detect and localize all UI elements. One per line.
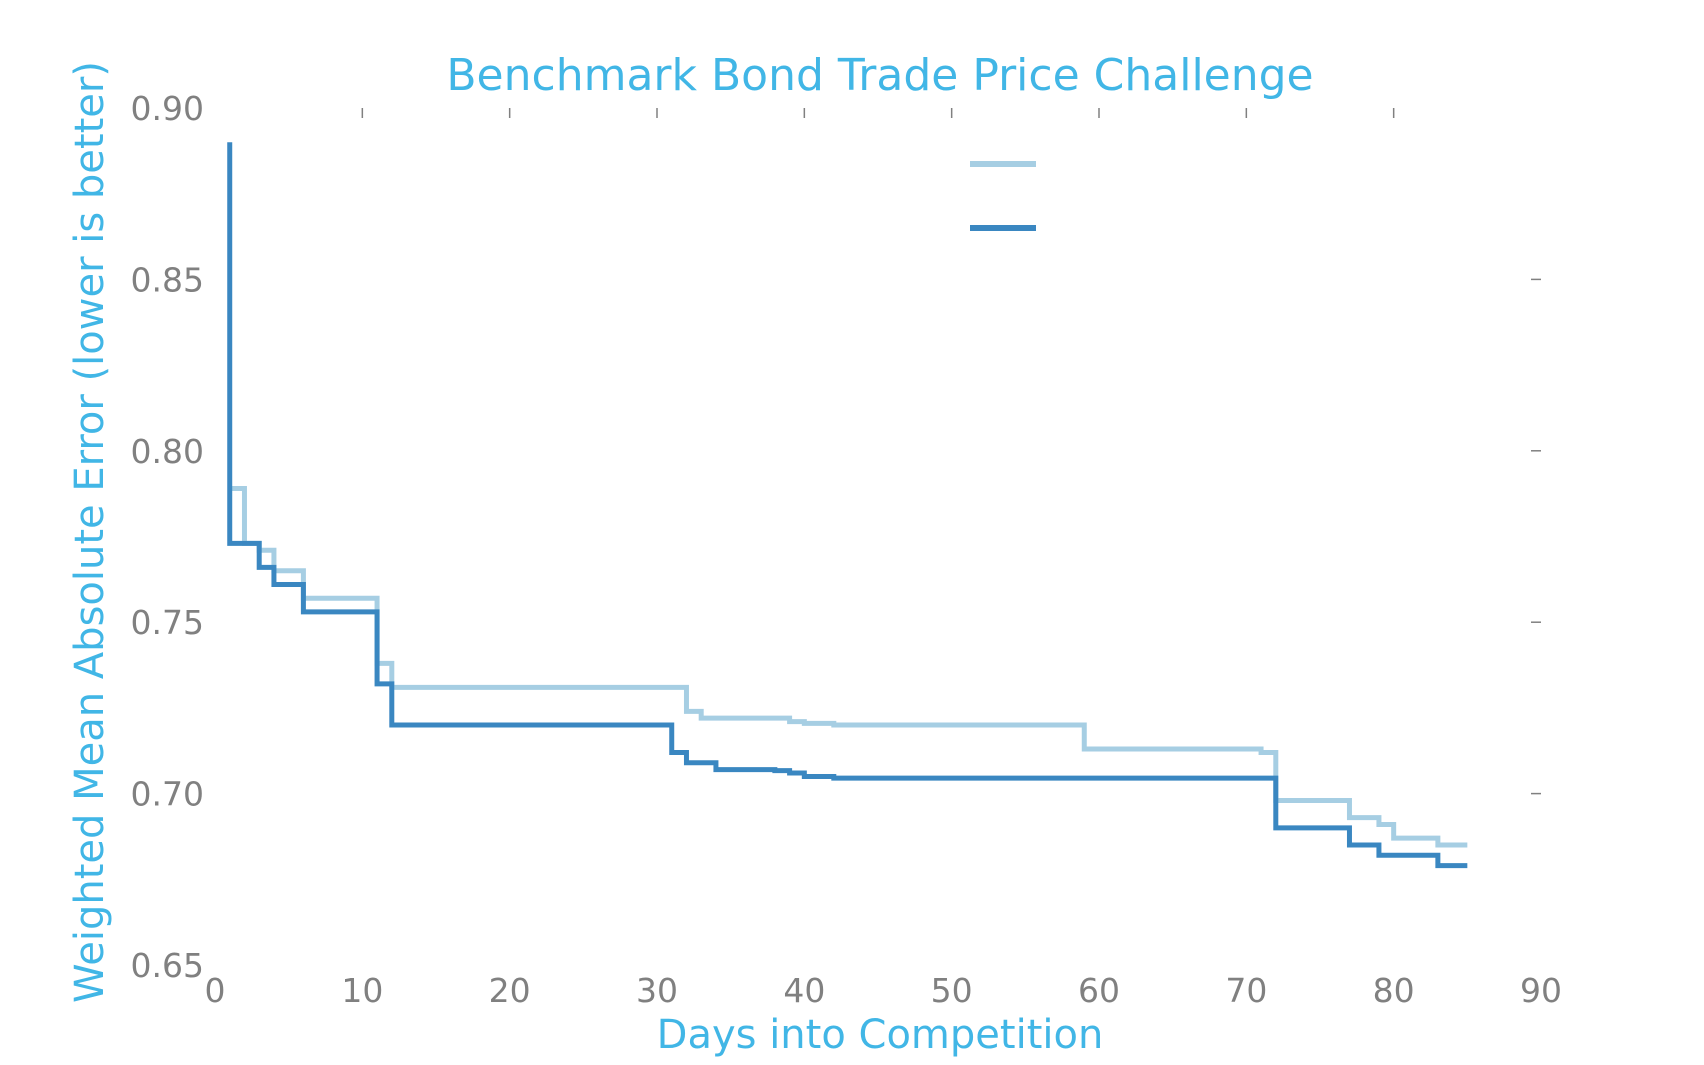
- x-tick-label: 20: [489, 971, 531, 1010]
- y-tick-label: 0.75: [131, 603, 204, 642]
- y-tick-label: 0.80: [131, 432, 204, 471]
- x-tick-label: 30: [636, 971, 678, 1010]
- series-line-1: [229, 486, 1468, 848]
- y-tick-label: 0.85: [131, 260, 204, 299]
- x-tick-label: 0: [205, 971, 226, 1010]
- axis-ticks: [361, 108, 1541, 795]
- y-tick-label: 0.90: [131, 89, 204, 128]
- y-tick-label: 0.65: [131, 946, 204, 985]
- x-tick-label: 50: [931, 971, 973, 1010]
- y-tick-label: 0.70: [131, 775, 204, 814]
- x-tick-label: 90: [1520, 971, 1562, 1010]
- y-tick-labels: 0.65 0.70 0.75 0.80 0.85 0.90: [131, 89, 204, 985]
- x-tick-label: 60: [1078, 971, 1120, 1010]
- series-lines: [227, 142, 1468, 869]
- chart-title: Benchmark Bond Trade Price Challenge: [446, 50, 1313, 101]
- x-axis-title: Days into Competition: [657, 1012, 1104, 1058]
- series-line-2: [227, 142, 1468, 869]
- y-axis-title: Weighted Mean Absolute Error (lower is b…: [67, 61, 113, 1003]
- x-tick-label: 80: [1373, 971, 1415, 1010]
- x-tick-label: 10: [341, 971, 383, 1010]
- legend: [970, 161, 1036, 231]
- x-tick-labels: 0 10 20 30 40 50 60 70 80 90: [205, 971, 1563, 1010]
- x-tick-label: 70: [1225, 971, 1267, 1010]
- x-tick-label: 40: [783, 971, 825, 1010]
